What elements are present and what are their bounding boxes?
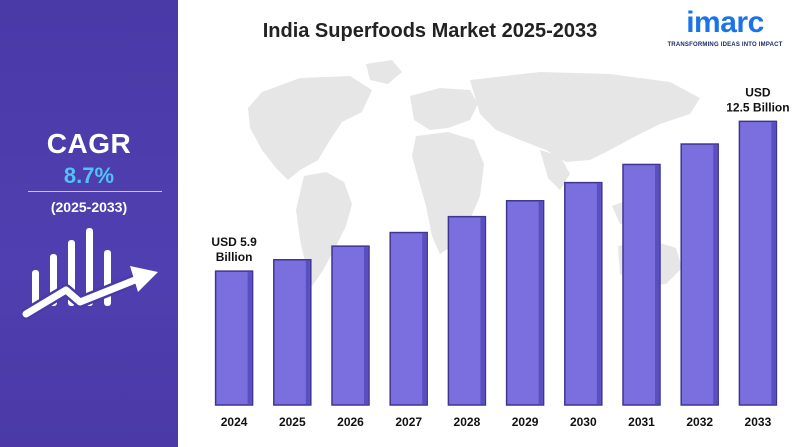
bar-2032 — [680, 143, 719, 406]
x-tick-2030: 2030 — [570, 415, 597, 429]
bar-shadow-2032 — [713, 145, 718, 405]
bar-shadow-2033 — [771, 122, 776, 404]
x-tick-2025: 2025 — [279, 415, 306, 429]
bar-shadow-2030 — [596, 183, 601, 404]
bar-shadow-2029 — [538, 201, 543, 404]
cagr-value: 8.7% — [63, 163, 115, 188]
x-tick-2029: 2029 — [512, 415, 539, 429]
bar-shadow-2031 — [655, 165, 659, 404]
bar-2031 — [622, 163, 661, 406]
annotation-2033-line-2: 12.5 Billion — [726, 100, 789, 114]
bar-shadow-2027 — [422, 233, 427, 404]
bars-group — [214, 120, 778, 406]
bar-2028 — [447, 215, 487, 406]
bar-2026 — [331, 245, 370, 406]
bar-shadow-2025 — [305, 260, 310, 404]
bar-2033 — [738, 120, 778, 406]
x-tick-2024: 2024 — [221, 415, 248, 429]
bar-2027 — [389, 231, 428, 406]
bar-shadow-2026 — [364, 247, 368, 404]
cagr-label: CAGR — [46, 128, 132, 159]
cagr-period: (2025-2033) — [50, 199, 128, 215]
annotation-2033-line-1: USD — [745, 85, 771, 99]
x-tick-2027: 2027 — [395, 415, 422, 429]
imarc-logo: imarc TRANSFORMING IDEAS INTO IMPACT — [662, 6, 788, 54]
bar-shadow-2028 — [480, 217, 485, 404]
x-tick-2028: 2028 — [454, 415, 481, 429]
bar-2029 — [505, 200, 545, 406]
bar-shadow-2024 — [247, 272, 252, 404]
x-tick-2033: 2033 — [745, 415, 772, 429]
annotation-2024-line-2: Billion — [216, 250, 253, 264]
bar-2024 — [214, 270, 254, 406]
logo-tagline: TRANSFORMING IDEAS INTO IMPACT — [667, 42, 783, 48]
logo-word: imarc — [686, 6, 764, 39]
x-tick-2026: 2026 — [337, 415, 364, 429]
x-tick-2031: 2031 — [628, 415, 655, 429]
x-tick-2032: 2032 — [686, 415, 713, 429]
x-tick-labels: 2024 2025 2026 2027 2028 2029 2030 2031 2032 2033 — [221, 415, 772, 429]
annotation-2024-line-1: USD 5.9 — [211, 235, 257, 249]
bar-2025 — [273, 259, 312, 406]
cagr-divider — [28, 191, 162, 192]
cagr-panel: CAGR 8.7% (2025-2033) — [0, 0, 178, 447]
chart-title: India Superfoods Market 2025-2033 — [262, 20, 598, 42]
growth-chart-icon — [22, 228, 158, 320]
bar-2030 — [564, 181, 603, 406]
